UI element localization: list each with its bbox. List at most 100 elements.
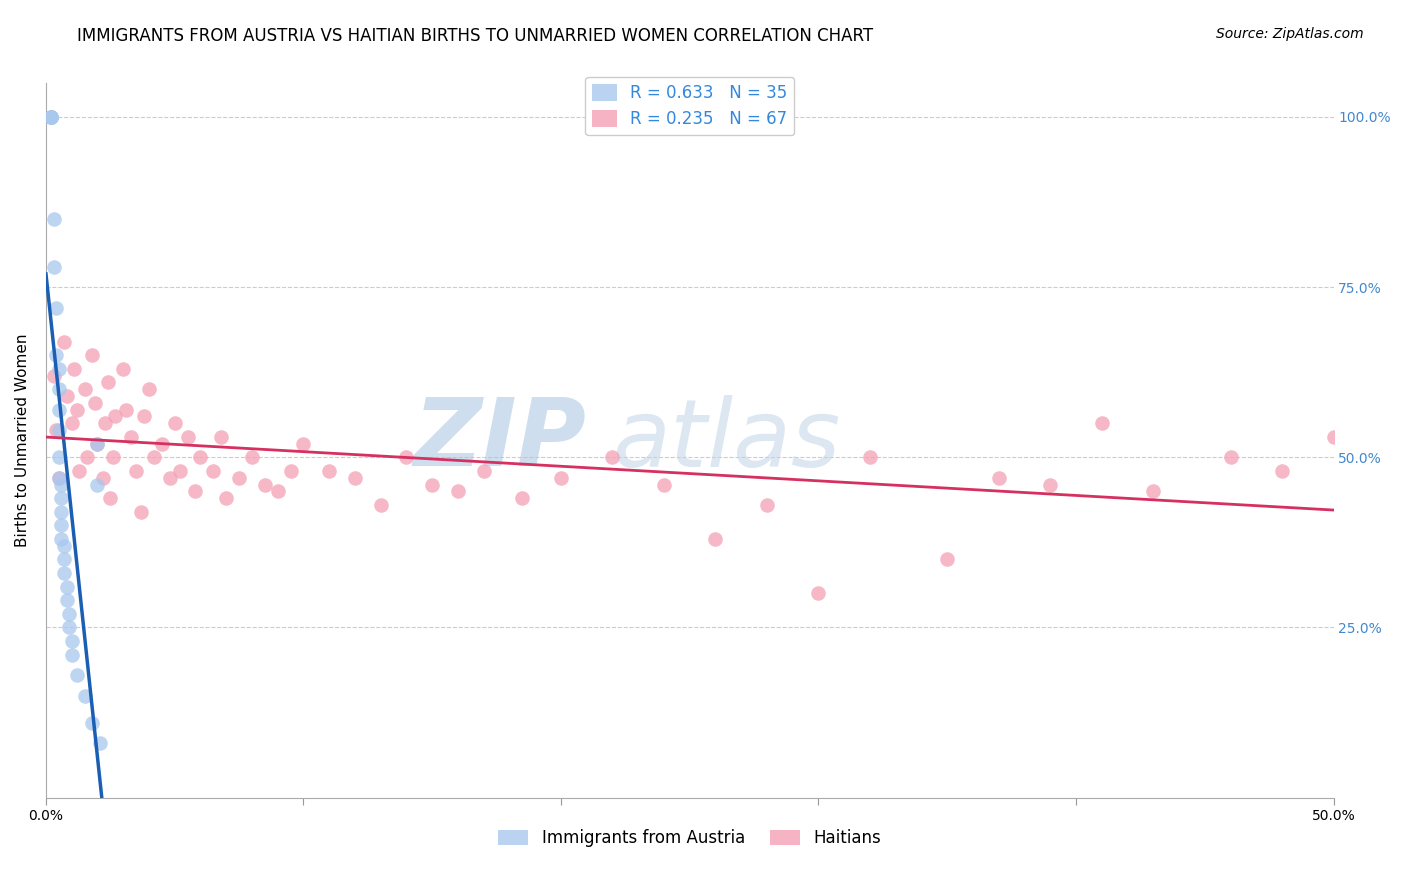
Point (73, 382, 96, 396)
Text: IMMIGRANTS FROM AUSTRIA VS HAITIAN BIRTHS TO UNMARRIED WOMEN CORRELATION CHART: IMMIGRANTS FROM AUSTRIA VS HAITIAN BIRTH… (77, 27, 873, 45)
Point (53, 334, 76, 349)
Point (807, 586, 830, 600)
Point (39, 110, 62, 124)
Point (51, 477, 73, 491)
Point (756, 498, 779, 512)
Point (42, 260, 65, 274)
Point (112, 361, 135, 376)
Point (101, 450, 124, 465)
Point (602, 450, 624, 465)
Point (987, 471, 1010, 485)
Point (209, 430, 232, 444)
Point (45, 423, 67, 437)
Point (82, 348, 104, 362)
Point (512, 491, 534, 505)
Point (163, 416, 186, 430)
Point (253, 477, 276, 491)
Point (704, 532, 727, 546)
Point (45, 301, 67, 315)
Y-axis label: Births to Unmarried Women: Births to Unmarried Women (15, 334, 30, 547)
Point (138, 382, 160, 396)
Point (169, 464, 191, 478)
Point (42, 368, 65, 383)
Point (150, 436, 173, 450)
Text: atlas: atlas (613, 395, 841, 486)
Point (86, 436, 108, 450)
Point (228, 471, 250, 485)
Point (60, 648, 83, 662)
Point (48, 450, 70, 465)
Point (550, 471, 572, 485)
Point (66, 668, 89, 682)
Point (1219, 450, 1241, 465)
Point (472, 464, 495, 478)
Point (69, 464, 91, 478)
Point (53, 552, 76, 566)
Point (51, 532, 73, 546)
Point (129, 505, 152, 519)
Legend: R = 0.633   N = 35, R = 0.235   N = 67: R = 0.633 N = 35, R = 0.235 N = 67 (585, 77, 794, 135)
Point (89, 736, 111, 750)
Point (48, 402, 70, 417)
Point (42, 212, 65, 227)
Point (83, 396, 105, 410)
Point (343, 471, 366, 485)
Point (159, 471, 181, 485)
Point (98, 491, 121, 505)
Point (1039, 477, 1062, 491)
Point (55, 593, 77, 607)
Point (76, 450, 98, 465)
Point (240, 450, 263, 465)
Point (420, 477, 443, 491)
Point (143, 450, 166, 465)
Point (48, 471, 70, 485)
Point (280, 464, 302, 478)
Point (184, 484, 207, 499)
Point (120, 430, 142, 444)
Point (48, 382, 70, 396)
Point (936, 552, 959, 566)
Point (1091, 416, 1114, 430)
Point (39, 110, 62, 124)
Point (55, 580, 77, 594)
Point (66, 402, 89, 417)
Point (114, 402, 136, 417)
Point (63, 361, 86, 376)
Point (125, 464, 148, 478)
Point (60, 634, 83, 648)
Point (55, 389, 77, 403)
Point (190, 450, 212, 465)
Point (215, 491, 238, 505)
Point (39, 110, 62, 124)
Point (202, 464, 225, 478)
Point (1322, 430, 1344, 444)
Point (652, 477, 675, 491)
Point (1142, 484, 1164, 499)
Point (395, 450, 418, 465)
Point (1271, 464, 1294, 478)
Point (60, 416, 83, 430)
Point (86, 477, 108, 491)
Point (86, 436, 108, 450)
Text: ZIP: ZIP (413, 394, 586, 486)
Point (447, 484, 470, 499)
Point (51, 505, 73, 519)
Point (48, 361, 70, 376)
Point (370, 498, 392, 512)
Point (45, 348, 67, 362)
Point (39, 110, 62, 124)
Point (53, 566, 76, 580)
Point (104, 409, 127, 424)
Point (132, 409, 155, 424)
Point (176, 430, 198, 444)
Point (51, 518, 73, 533)
Point (97, 376, 120, 390)
Point (82, 715, 104, 730)
Point (51, 491, 73, 505)
Point (48, 471, 70, 485)
Text: Source: ZipAtlas.com: Source: ZipAtlas.com (1216, 27, 1364, 41)
Point (318, 464, 340, 478)
Point (91, 471, 114, 485)
Point (94, 416, 117, 430)
Point (58, 607, 80, 621)
